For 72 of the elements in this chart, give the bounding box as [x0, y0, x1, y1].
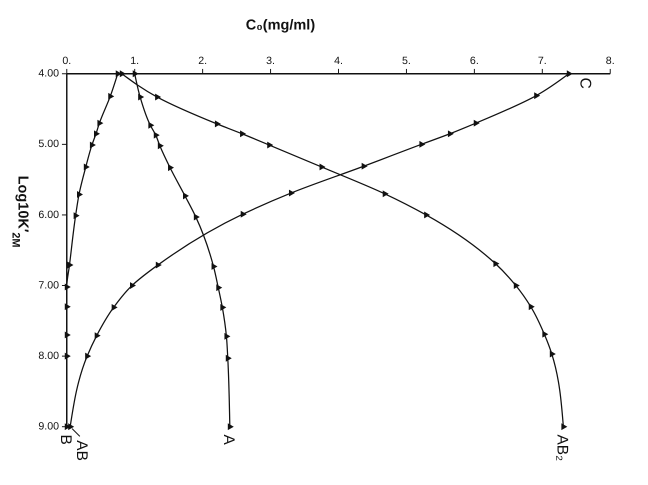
point [97, 120, 104, 127]
point [182, 192, 189, 200]
point [68, 423, 74, 430]
text: C [576, 78, 594, 89]
x-axis-title: C₀(mg/ml) [246, 17, 316, 34]
point [77, 191, 83, 198]
point [550, 350, 556, 358]
point [224, 332, 230, 340]
point [130, 282, 136, 289]
point [64, 352, 71, 360]
point [362, 162, 368, 170]
point [216, 284, 222, 292]
annotation: AB [72, 440, 90, 461]
point [542, 330, 548, 338]
y-tick-label: 5.00 [38, 138, 60, 150]
point [493, 260, 500, 268]
point [240, 210, 247, 218]
x-tick-label: 4. [334, 55, 343, 68]
point [154, 132, 160, 139]
y-tick-label: 7.00 [38, 279, 60, 292]
point [267, 142, 274, 148]
point [534, 92, 540, 100]
point [84, 163, 90, 170]
point [214, 120, 221, 128]
x-tick-label: 6. [470, 55, 479, 68]
point [448, 130, 454, 138]
point [288, 190, 295, 197]
point [528, 303, 535, 310]
point [108, 92, 114, 100]
x-tick-label: 0. [62, 55, 72, 68]
point [194, 214, 200, 221]
point [320, 163, 326, 170]
point [419, 140, 426, 148]
point [514, 282, 520, 289]
point [138, 94, 144, 100]
point [220, 304, 226, 311]
point [68, 262, 74, 269]
y-tick-label: 4.00 [38, 68, 60, 80]
point [112, 304, 118, 311]
point [212, 263, 218, 270]
y-tick-label: 8.00 [38, 350, 60, 362]
point [155, 94, 162, 100]
point [64, 332, 71, 338]
point [168, 164, 174, 172]
point [382, 190, 389, 198]
point [94, 130, 100, 138]
y-tick-label: 9.00 [38, 420, 60, 433]
y-tick-label: 6.00 [38, 208, 60, 221]
text: AB₂ [554, 434, 571, 462]
point [74, 212, 80, 220]
point [90, 142, 96, 148]
point [226, 354, 232, 362]
point [561, 423, 568, 430]
point [228, 423, 234, 430]
point [148, 122, 154, 129]
point [64, 283, 71, 290]
point [85, 352, 92, 360]
point [240, 130, 246, 138]
point [424, 211, 430, 218]
x-tick-label: 2. [198, 55, 208, 68]
point [158, 142, 164, 150]
x-tick-label: 5. [402, 55, 411, 68]
point [474, 120, 480, 127]
text: A [220, 434, 238, 446]
point [64, 303, 71, 310]
point [94, 332, 101, 340]
x-tick-label: 7. [538, 55, 547, 68]
legend-label: B [56, 434, 74, 445]
x-tick-label: 1. [130, 55, 140, 68]
x-tick-label: 8. [606, 55, 615, 68]
point [156, 262, 162, 269]
x-tick-label: 3. [266, 55, 276, 68]
